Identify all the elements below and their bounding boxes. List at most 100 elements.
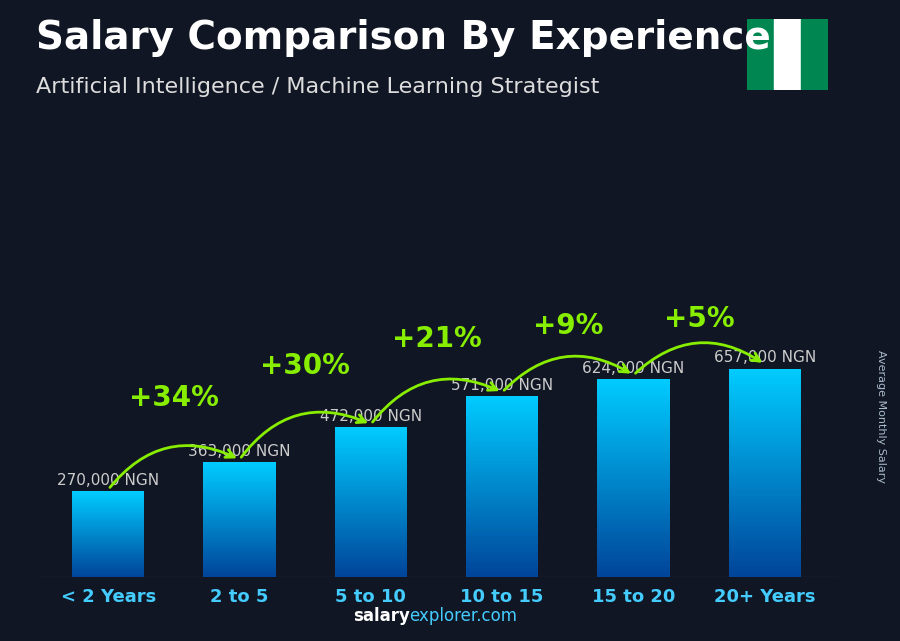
Bar	[203, 538, 275, 540]
Bar	[335, 573, 407, 575]
Bar	[598, 444, 670, 446]
Bar	[72, 494, 144, 495]
Bar	[729, 426, 801, 428]
Bar	[335, 498, 407, 500]
Bar	[729, 376, 801, 379]
Bar	[466, 462, 538, 463]
Bar	[335, 444, 407, 446]
Bar	[72, 524, 144, 526]
Bar	[335, 517, 407, 519]
Bar	[203, 531, 275, 532]
Bar	[466, 552, 538, 554]
Bar	[598, 433, 670, 436]
Bar	[203, 512, 275, 513]
Bar	[203, 462, 275, 463]
Bar	[203, 485, 275, 487]
Bar	[729, 413, 801, 415]
Bar	[72, 500, 144, 501]
Text: 571,000 NGN: 571,000 NGN	[451, 378, 554, 393]
Bar	[466, 419, 538, 420]
Bar	[729, 400, 801, 403]
Bar	[466, 448, 538, 450]
Bar	[203, 467, 275, 469]
Bar	[598, 483, 670, 485]
Bar	[729, 506, 801, 509]
Bar	[203, 517, 275, 518]
Bar	[72, 554, 144, 556]
Bar	[335, 513, 407, 515]
Bar	[598, 461, 670, 463]
Bar	[72, 508, 144, 510]
Bar	[335, 472, 407, 474]
Text: Average Monthly Salary: Average Monthly Salary	[877, 350, 886, 483]
Bar	[203, 466, 275, 467]
Bar	[335, 457, 407, 459]
Bar	[466, 495, 538, 497]
Bar	[335, 474, 407, 476]
Bar	[729, 564, 801, 567]
Bar	[335, 487, 407, 489]
Bar	[335, 560, 407, 562]
Bar	[335, 522, 407, 524]
Bar	[72, 512, 144, 513]
Bar	[598, 574, 670, 577]
Bar	[598, 446, 670, 448]
Bar	[466, 466, 538, 469]
Bar	[335, 575, 407, 577]
Text: +34%: +34%	[129, 383, 219, 412]
Bar	[466, 435, 538, 437]
Bar	[729, 509, 801, 512]
Bar	[729, 449, 801, 452]
Bar	[466, 432, 538, 435]
Bar	[203, 565, 275, 567]
Bar	[72, 491, 144, 492]
Bar	[598, 451, 670, 453]
Bar	[203, 472, 275, 473]
Bar	[335, 431, 407, 433]
Bar	[72, 526, 144, 527]
Bar	[203, 494, 275, 495]
Bar	[72, 566, 144, 567]
Bar	[203, 519, 275, 520]
Bar	[72, 529, 144, 530]
Bar	[335, 538, 407, 540]
Bar	[203, 547, 275, 548]
Bar	[72, 553, 144, 554]
Bar	[598, 533, 670, 535]
Bar	[729, 528, 801, 530]
Bar	[203, 551, 275, 553]
Bar	[335, 512, 407, 513]
Bar	[466, 450, 538, 453]
Bar	[203, 489, 275, 490]
Bar	[203, 544, 275, 545]
Bar	[466, 487, 538, 488]
Bar	[335, 437, 407, 438]
Bar	[203, 564, 275, 565]
Bar	[203, 482, 275, 483]
Bar	[72, 516, 144, 517]
Bar	[72, 527, 144, 528]
Bar	[466, 502, 538, 504]
Bar	[203, 526, 275, 528]
Bar	[729, 473, 801, 476]
Bar	[203, 515, 275, 517]
Bar	[203, 542, 275, 544]
Bar	[466, 488, 538, 491]
Text: 657,000 NGN: 657,000 NGN	[714, 351, 816, 365]
Bar	[598, 545, 670, 547]
Bar	[729, 504, 801, 506]
Bar	[729, 562, 801, 564]
Bar	[203, 558, 275, 560]
Bar	[598, 463, 670, 465]
Bar	[335, 448, 407, 450]
Bar	[466, 518, 538, 520]
Bar	[335, 446, 407, 448]
Bar	[729, 551, 801, 553]
Bar	[466, 545, 538, 547]
Bar	[203, 483, 275, 485]
Bar	[598, 448, 670, 451]
Bar	[729, 478, 801, 481]
Bar	[466, 527, 538, 529]
Bar	[203, 529, 275, 531]
Bar	[729, 530, 801, 533]
